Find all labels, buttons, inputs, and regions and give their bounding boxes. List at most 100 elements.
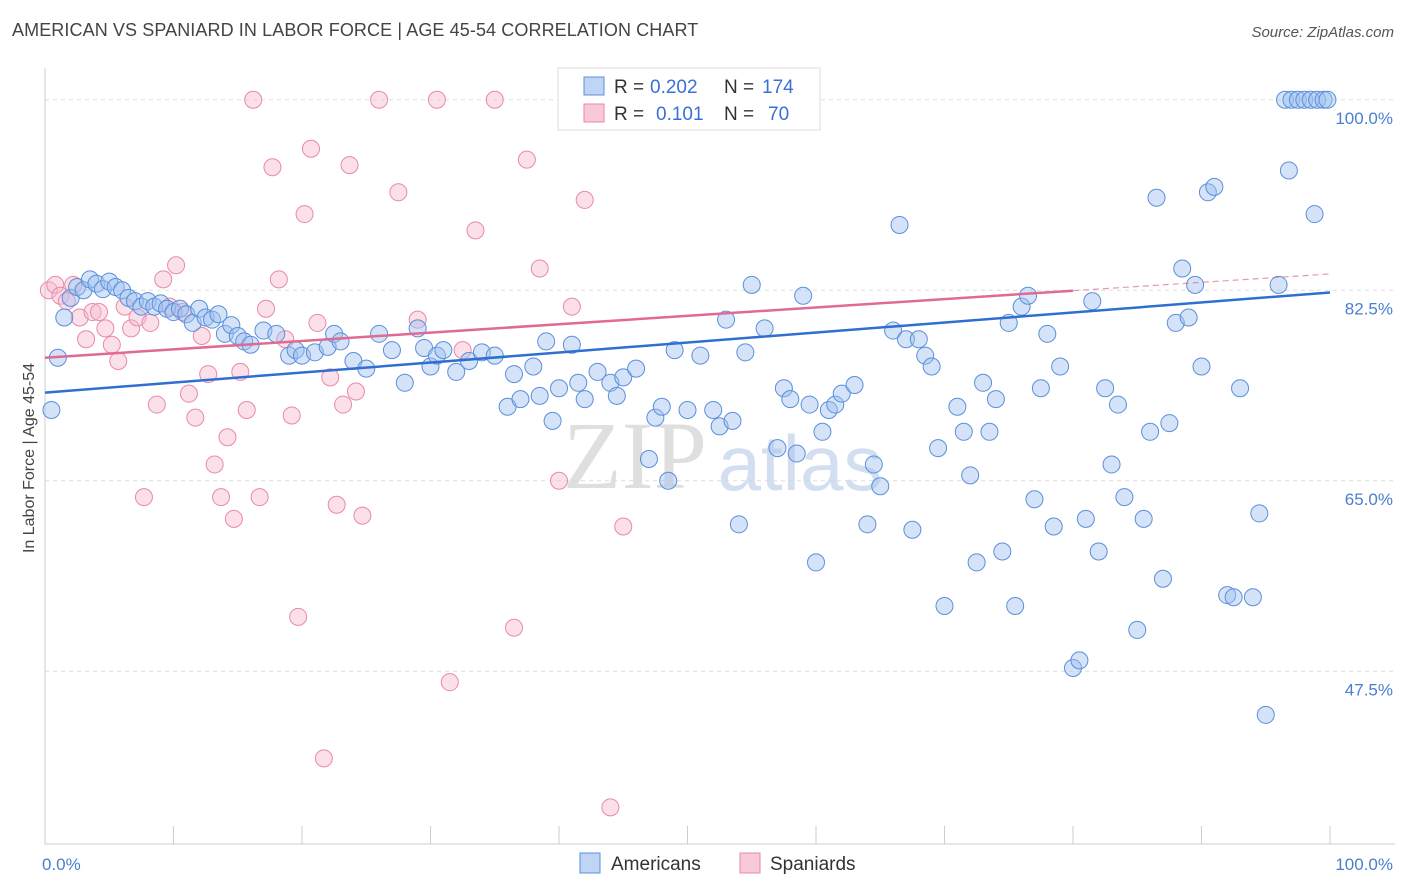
legend-bottom-americans-label: Americans [611,854,701,875]
american-point [1231,379,1250,398]
spaniard-point [550,471,568,490]
american-point [222,316,241,335]
american-point [787,444,806,463]
american-point [909,330,928,349]
american-point [511,390,530,409]
american-point [505,365,524,384]
american-point [858,515,877,534]
american-point [986,390,1005,409]
american-point [382,341,401,360]
spaniard-point [154,270,173,289]
spaniard-point [179,384,198,403]
spaniards-trend-extension [1072,273,1331,292]
spaniard-point [102,335,121,354]
american-point [954,422,973,441]
spaniard-point [301,139,320,158]
american-point [1012,297,1031,316]
spaniard-point [314,749,333,768]
american-point [1269,275,1288,294]
trend-lines [44,273,1331,394]
americans-points [42,90,1337,724]
american-point [639,450,658,468]
american-point [1089,542,1108,561]
american-point [1224,588,1243,607]
spaniard-point [308,313,327,332]
american-point [845,375,864,394]
american-point [1070,651,1089,670]
legend-americans-swatch [583,76,605,96]
spaniard-point [96,319,115,338]
american-point [652,397,671,416]
spaniard-point [321,368,340,387]
spaniard-point [269,270,288,289]
legend-top: R = 0.202 N = 174 R = 0.101 N = 70 [557,67,821,131]
american-point [794,286,813,305]
spaniard-point [83,303,102,322]
american-point [890,215,909,234]
american-point [646,408,665,427]
spaniard-point [141,313,160,332]
legend-americans-n-value: 174 [762,77,794,98]
spaniard-point [147,395,166,414]
american-point [1108,395,1127,414]
spaniard-point [257,299,276,318]
spaniards-trend-line [44,289,1074,360]
american-point [1147,188,1166,207]
legend-spaniards-r-label: R = [614,104,644,125]
american-point [665,341,684,360]
american-point [1288,90,1307,109]
american-point [768,439,787,458]
y-tick-labels: 100.0% 82.5% 65.0% 47.5% [1335,109,1393,699]
spaniard-point [517,150,536,169]
american-point [485,346,504,365]
american-point [903,520,922,539]
watermark: ZIP atlas [563,402,882,509]
spaniard-point [485,90,504,109]
american-point [607,386,626,405]
spaniard-point [218,428,237,447]
spaniard-point [327,495,346,514]
american-point [209,305,228,324]
spaniard-point [192,326,211,345]
legend-americans-r-value: 0.202 [650,77,698,98]
american-point [1314,90,1333,109]
spaniard-point [614,517,633,536]
american-point [1096,379,1115,398]
american-point [678,401,697,420]
spaniard-point [453,341,472,360]
spaniard-point [212,488,231,507]
american-point [935,596,954,615]
y-tick-label: 65.0% [1345,490,1393,509]
american-point [774,379,793,398]
american-point [1006,596,1025,615]
american-point [562,335,581,354]
american-point [1128,620,1147,639]
american-point [267,324,286,343]
grid-lines [45,99,1395,672]
spaniard-point [389,183,408,202]
american-point [447,362,466,381]
spaniard-point [205,455,224,474]
y-tick-label: 82.5% [1345,299,1393,318]
spaniard-point [250,488,269,507]
american-point [916,346,935,365]
american-point [1064,659,1082,678]
spaniard-point [353,506,372,525]
american-point [550,379,568,398]
spaniard-point [505,618,524,637]
x-axis-max-label: 100.0% [1335,855,1393,874]
american-point [826,395,845,414]
american-point [755,319,774,338]
american-point [659,471,678,490]
american-point [717,310,736,329]
spaniard-point [289,607,308,626]
americans-trend-line [44,291,1331,394]
american-point [1038,324,1057,343]
american-point [691,346,710,365]
american-point [575,390,594,409]
legend-bottom: Americans Spaniards [579,852,856,875]
y-tick-label: 47.5% [1345,680,1393,699]
american-point [1076,509,1095,528]
legend-bottom-spaniards-swatch [739,852,761,874]
